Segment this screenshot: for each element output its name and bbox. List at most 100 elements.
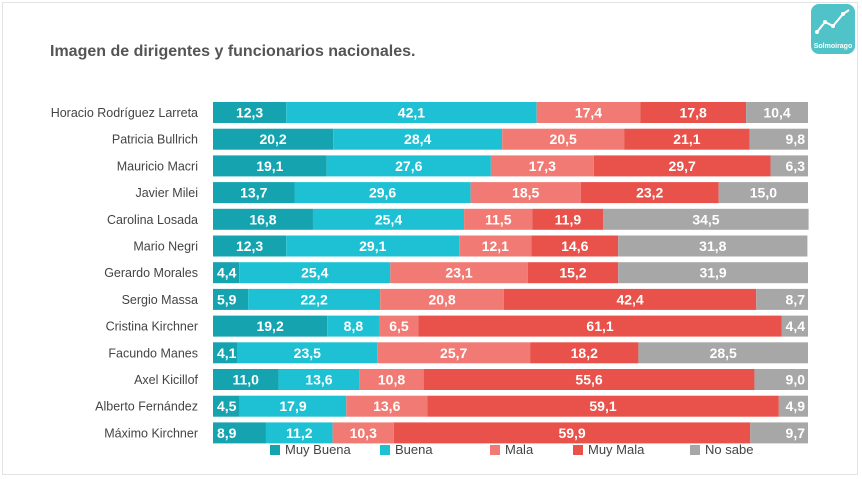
- data-label: 4,1: [217, 345, 237, 361]
- bar-segment: [624, 128, 750, 150]
- bar-segment: [464, 208, 533, 230]
- bar-segment: [746, 102, 808, 123]
- data-label: 4,4: [217, 265, 237, 281]
- bar-segment: [532, 208, 604, 230]
- data-label: 28,4: [404, 131, 431, 147]
- data-label: 59,1: [589, 398, 616, 414]
- data-label: 10,3: [350, 425, 377, 441]
- data-label: 8,7: [786, 291, 806, 307]
- bar-segment: [213, 342, 238, 364]
- data-label: 13,6: [305, 372, 332, 388]
- bar-segment: [502, 128, 625, 150]
- data-label: 31,8: [699, 238, 726, 254]
- bar-segment: [237, 342, 378, 364]
- bar-segment: [213, 422, 266, 444]
- bar-segment: [213, 262, 240, 284]
- data-label: 20,5: [550, 131, 577, 147]
- bar-segment: [377, 342, 531, 364]
- data-label: 6,3: [786, 158, 806, 174]
- row-label: Patricia Bullrich: [112, 133, 198, 147]
- data-label: 17,3: [529, 158, 556, 174]
- bar-segment: [390, 262, 528, 284]
- row-label: Axel Kicillof: [134, 373, 198, 387]
- data-label: 11,9: [555, 211, 582, 227]
- data-label: 20,8: [428, 291, 455, 307]
- data-label: 14,6: [561, 238, 588, 254]
- bar-segment: [580, 182, 719, 204]
- row-label: Facundo Manes: [108, 346, 198, 360]
- data-label: 10,4: [763, 105, 790, 121]
- row-label: Javier Milei: [135, 186, 198, 200]
- data-label: 28,5: [710, 345, 737, 361]
- row-label: Horacio Rodríguez Larreta: [51, 106, 198, 120]
- bar-segment: [213, 182, 295, 204]
- bar-segment: [536, 102, 641, 123]
- bar-segment: [527, 262, 619, 284]
- data-label: 18,5: [512, 185, 539, 201]
- bar-segment: [359, 369, 424, 390]
- legend-label: Muy Mala: [588, 442, 645, 457]
- bar-segment: [379, 315, 419, 337]
- bar-segment: [213, 315, 328, 337]
- bar-segment: [756, 288, 808, 310]
- data-label: 25,4: [301, 265, 328, 281]
- bar-segment: [638, 342, 808, 364]
- chart-title: Imagen de dirigentes y funcionarios naci…: [50, 43, 416, 60]
- legend-label: Mala: [505, 442, 534, 457]
- bar-segment: [213, 128, 334, 150]
- row-label: Mario Negri: [133, 240, 198, 254]
- legend-swatch: [270, 445, 280, 455]
- data-label: 29,7: [669, 158, 696, 174]
- bar-segment: [326, 155, 491, 177]
- data-label: 31,9: [699, 265, 726, 281]
- bar-segment: [380, 288, 504, 310]
- bar-segment: [393, 422, 751, 444]
- data-label: 4,5: [217, 398, 237, 414]
- bar-segment: [213, 155, 327, 177]
- data-label: 17,8: [680, 105, 707, 121]
- bar-segment: [781, 315, 808, 337]
- bar-segment: [327, 315, 380, 337]
- row-label: Máximo Kirchner: [104, 426, 198, 440]
- bar-segment: [286, 102, 537, 123]
- bar-segment: [312, 208, 465, 230]
- bar-segment: [418, 315, 782, 337]
- bar-segment: [718, 182, 808, 204]
- data-label: 4,9: [786, 398, 806, 414]
- bar-segment: [754, 369, 808, 390]
- data-label: 9,7: [786, 425, 806, 441]
- data-label: 20,2: [259, 131, 286, 147]
- data-label: 11,5: [485, 211, 512, 227]
- data-label: 12,1: [482, 238, 509, 254]
- legend-swatch: [490, 445, 500, 455]
- data-label: 10,8: [378, 372, 405, 388]
- bar-segment: [618, 262, 808, 284]
- data-label: 42,1: [398, 105, 425, 121]
- data-label: 13,6: [373, 398, 400, 414]
- brand-logo-text: Solmoirago: [813, 43, 853, 50]
- bar-segment: [239, 262, 391, 284]
- data-label: 25,4: [375, 211, 402, 227]
- bar-segment: [750, 422, 808, 444]
- data-label: 29,6: [369, 185, 396, 201]
- bar-segment: [640, 102, 747, 123]
- bar-segment: [530, 342, 639, 364]
- data-label: 27,6: [395, 158, 422, 174]
- bar-segment: [346, 395, 428, 417]
- data-label: 11,0: [232, 372, 259, 388]
- bar-segment: [470, 182, 581, 204]
- data-label: 11,2: [286, 425, 313, 441]
- data-label: 9,8: [786, 131, 806, 147]
- bar-segment: [531, 235, 619, 257]
- row-label: Cristina Kirchner: [106, 320, 198, 334]
- data-label: 8,9: [217, 425, 237, 441]
- data-label: 6,5: [389, 318, 409, 334]
- bar-segment: [593, 155, 771, 177]
- legend-label: No sabe: [705, 442, 753, 457]
- bar-segment: [423, 369, 755, 390]
- row-label: Alberto Fernández: [95, 400, 198, 414]
- bar-segment: [213, 395, 240, 417]
- bar-segment: [333, 128, 503, 150]
- data-label: 17,4: [575, 105, 602, 121]
